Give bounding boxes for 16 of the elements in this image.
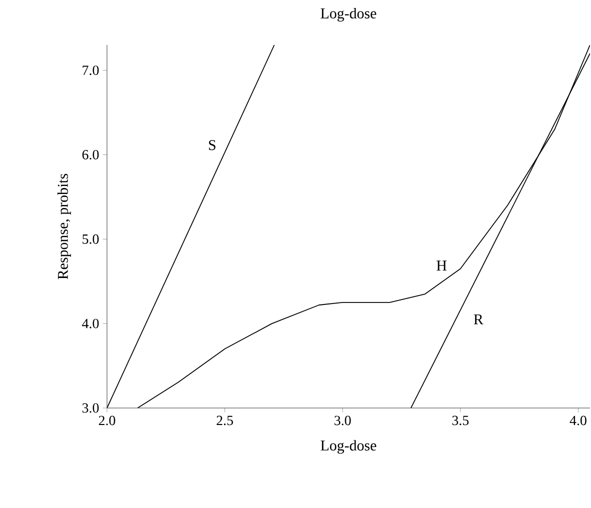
x-tick-label: 4.0: [570, 416, 586, 426]
y-tick-label: 4.0: [82, 318, 99, 328]
y-tick-label: 5.0: [82, 234, 99, 244]
x-tick-label: 3.5: [452, 416, 469, 426]
x-tick-label: 3.0: [334, 416, 351, 426]
x-axis-title: Log-dose: [320, 440, 376, 454]
series-label: H: [436, 260, 447, 270]
series-label: S: [209, 140, 216, 150]
y-tick-label: 3.0: [82, 403, 99, 413]
y-axis-title: Response, probits: [57, 174, 71, 280]
chart-title: Log-dose: [320, 8, 376, 22]
series-label: R: [474, 314, 484, 324]
x-tick-label: 2.0: [98, 416, 116, 426]
x-tick-label: 2.5: [216, 416, 233, 426]
y-tick-label: 7.0: [82, 66, 99, 76]
y-tick-label: 6.0: [82, 150, 99, 160]
